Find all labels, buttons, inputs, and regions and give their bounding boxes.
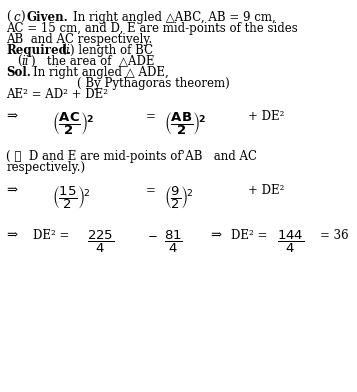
Text: In right angled △ ADE,: In right angled △ ADE,	[33, 66, 169, 79]
Text: DE² =: DE² =	[231, 229, 268, 242]
Text: $\left(\dfrac{\mathbf{AC}}{\mathbf{2}}\right)^{\!\mathbf{2}}$: $\left(\dfrac{\mathbf{AC}}{\mathbf{2}}\r…	[52, 110, 94, 137]
Text: ) length of BC: ) length of BC	[70, 44, 154, 57]
Text: DE² =: DE² =	[33, 229, 69, 242]
Text: Required.: Required.	[6, 44, 71, 57]
Text: $\left(\dfrac{15}{2}\right)^{\!2}$: $\left(\dfrac{15}{2}\right)^{\!2}$	[52, 184, 90, 211]
Text: =: =	[146, 110, 156, 123]
Text: $\dfrac{225}{4}$: $\dfrac{225}{4}$	[87, 229, 115, 256]
Text: = 36: = 36	[320, 229, 348, 242]
Text: $\left(\dfrac{\mathbf{AB}}{\mathbf{2}}\right)^{\!\mathbf{2}}$: $\left(\dfrac{\mathbf{AB}}{\mathbf{2}}\r…	[164, 110, 206, 137]
Text: AB  and AC respectively.: AB and AC respectively.	[6, 33, 153, 46]
Text: $\dfrac{144}{4}$: $\dfrac{144}{4}$	[277, 229, 304, 256]
Text: (: (	[61, 44, 66, 57]
Text: ( ∵  D and E are mid-points ofʾAB   and AC: ( ∵ D and E are mid-points ofʾAB and AC	[6, 150, 257, 163]
Text: (: (	[17, 55, 22, 68]
Text: + DE²: + DE²	[248, 184, 285, 197]
Text: c: c	[14, 11, 20, 24]
Text: ): )	[20, 11, 25, 24]
Text: (: (	[6, 11, 11, 24]
Text: ⇒: ⇒	[6, 184, 17, 197]
Text: In right angled △ABC, AB = 9 cm,: In right angled △ABC, AB = 9 cm,	[73, 11, 276, 24]
Text: i: i	[65, 44, 69, 57]
Text: Sol.: Sol.	[6, 66, 31, 79]
Text: respectively.): respectively.)	[6, 161, 86, 174]
Text: + DE²: + DE²	[248, 110, 285, 123]
Text: ⇒: ⇒	[210, 229, 221, 242]
Text: $\dfrac{81}{4}$: $\dfrac{81}{4}$	[164, 229, 182, 256]
Text: ⇒: ⇒	[6, 110, 17, 123]
Text: )   the area of  △ADE: ) the area of △ADE	[31, 55, 154, 68]
Text: ii: ii	[21, 55, 29, 68]
Text: AC = 15 cm, and D, E are mid-points of the sides: AC = 15 cm, and D, E are mid-points of t…	[6, 22, 298, 35]
Text: ( By Pythagoras theorem): ( By Pythagoras theorem)	[77, 77, 230, 90]
Text: ⇒: ⇒	[6, 229, 17, 242]
Text: =: =	[146, 184, 156, 197]
Text: −: −	[148, 229, 158, 242]
Text: AE² = AD² + DE²: AE² = AD² + DE²	[6, 88, 109, 101]
Text: $\left(\dfrac{9}{2}\right)^{\!2}$: $\left(\dfrac{9}{2}\right)^{\!2}$	[164, 184, 194, 211]
Text: Given.: Given.	[27, 11, 69, 24]
